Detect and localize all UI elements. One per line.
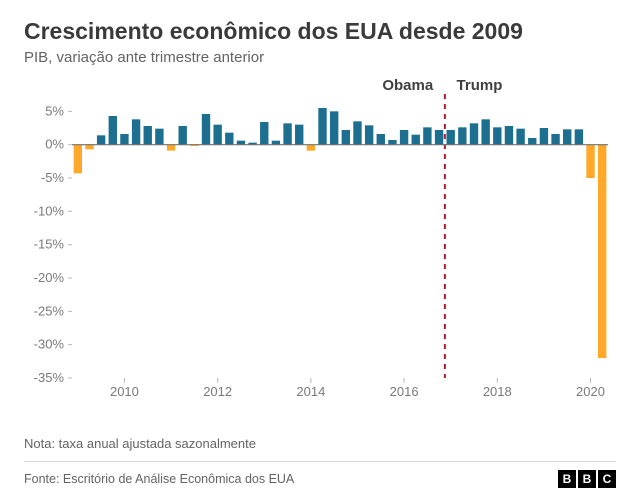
bar xyxy=(493,127,501,144)
bbc-logo: BBC xyxy=(558,470,616,488)
bar xyxy=(435,130,443,145)
divider-line xyxy=(24,461,616,462)
bar xyxy=(447,130,455,145)
bar xyxy=(388,140,396,145)
bar xyxy=(155,129,163,145)
y-axis-label: -5% xyxy=(41,170,65,185)
bar xyxy=(516,129,524,145)
y-axis-label: 5% xyxy=(45,103,64,118)
bar xyxy=(109,116,117,145)
annotation-label: Obama xyxy=(382,77,434,94)
y-axis-label: -15% xyxy=(34,237,65,252)
bar xyxy=(481,119,489,144)
bar xyxy=(120,134,128,145)
bar xyxy=(377,134,385,145)
bar xyxy=(132,119,140,144)
x-axis-label: 2014 xyxy=(296,384,325,399)
bar xyxy=(272,141,280,145)
chart-area: 5% 0% -5% -10% -15% -20% -25% -30% -35% 2010 2012 2… xyxy=(24,72,616,402)
bar xyxy=(586,145,594,178)
bar xyxy=(528,138,536,145)
y-axis-label: -25% xyxy=(34,303,65,318)
bar xyxy=(342,130,350,145)
bar xyxy=(563,129,571,144)
y-axis-label: -35% xyxy=(34,370,65,385)
bar xyxy=(144,126,152,145)
bar xyxy=(551,134,559,145)
bar xyxy=(237,141,245,145)
chart-note: Nota: taxa anual ajustada sazonalmente xyxy=(24,436,616,459)
bar xyxy=(74,145,82,174)
bar xyxy=(400,130,408,145)
bar xyxy=(575,129,583,144)
bar xyxy=(330,111,338,144)
chart-title: Crescimento econômico dos EUA desde 2009 xyxy=(24,18,616,45)
bar xyxy=(260,122,268,145)
bar xyxy=(85,145,93,150)
bar xyxy=(97,135,105,144)
annotation-label: Trump xyxy=(457,77,503,94)
bar xyxy=(505,126,513,145)
bar xyxy=(458,127,466,144)
bar xyxy=(598,145,606,358)
x-axis-label: 2016 xyxy=(390,384,419,399)
bar-chart: 5% 0% -5% -10% -15% -20% -25% -30% -35% 2010 2012 2… xyxy=(24,72,616,402)
bar xyxy=(295,125,303,145)
y-axis-label: 0% xyxy=(45,137,64,152)
bar xyxy=(225,133,233,145)
bar xyxy=(423,127,431,144)
bar xyxy=(318,108,326,145)
bar xyxy=(179,126,187,145)
y-axis-label: -10% xyxy=(34,203,65,218)
bar xyxy=(283,123,291,144)
bbc-logo-letter: B xyxy=(578,470,596,488)
bar xyxy=(202,114,210,145)
bbc-logo-letter: B xyxy=(558,470,576,488)
x-axis-label: 2018 xyxy=(483,384,512,399)
y-axis-label: -30% xyxy=(34,337,65,352)
chart-subtitle: PIB, variação ante trimestre anterior xyxy=(24,49,616,66)
bar xyxy=(470,123,478,144)
x-axis-label: 2020 xyxy=(576,384,605,399)
bar xyxy=(365,125,373,144)
y-axis-label: -20% xyxy=(34,270,65,285)
bar xyxy=(167,145,175,151)
bar xyxy=(353,121,361,144)
bar xyxy=(412,135,420,145)
bar xyxy=(213,125,221,145)
chart-source: Fonte: Escritório de Análise Econômica d… xyxy=(24,472,294,486)
x-axis-label: 2010 xyxy=(110,384,139,399)
x-axis-label: 2012 xyxy=(203,384,232,399)
bar xyxy=(307,145,315,151)
bar xyxy=(540,128,548,145)
bbc-logo-letter: C xyxy=(598,470,616,488)
